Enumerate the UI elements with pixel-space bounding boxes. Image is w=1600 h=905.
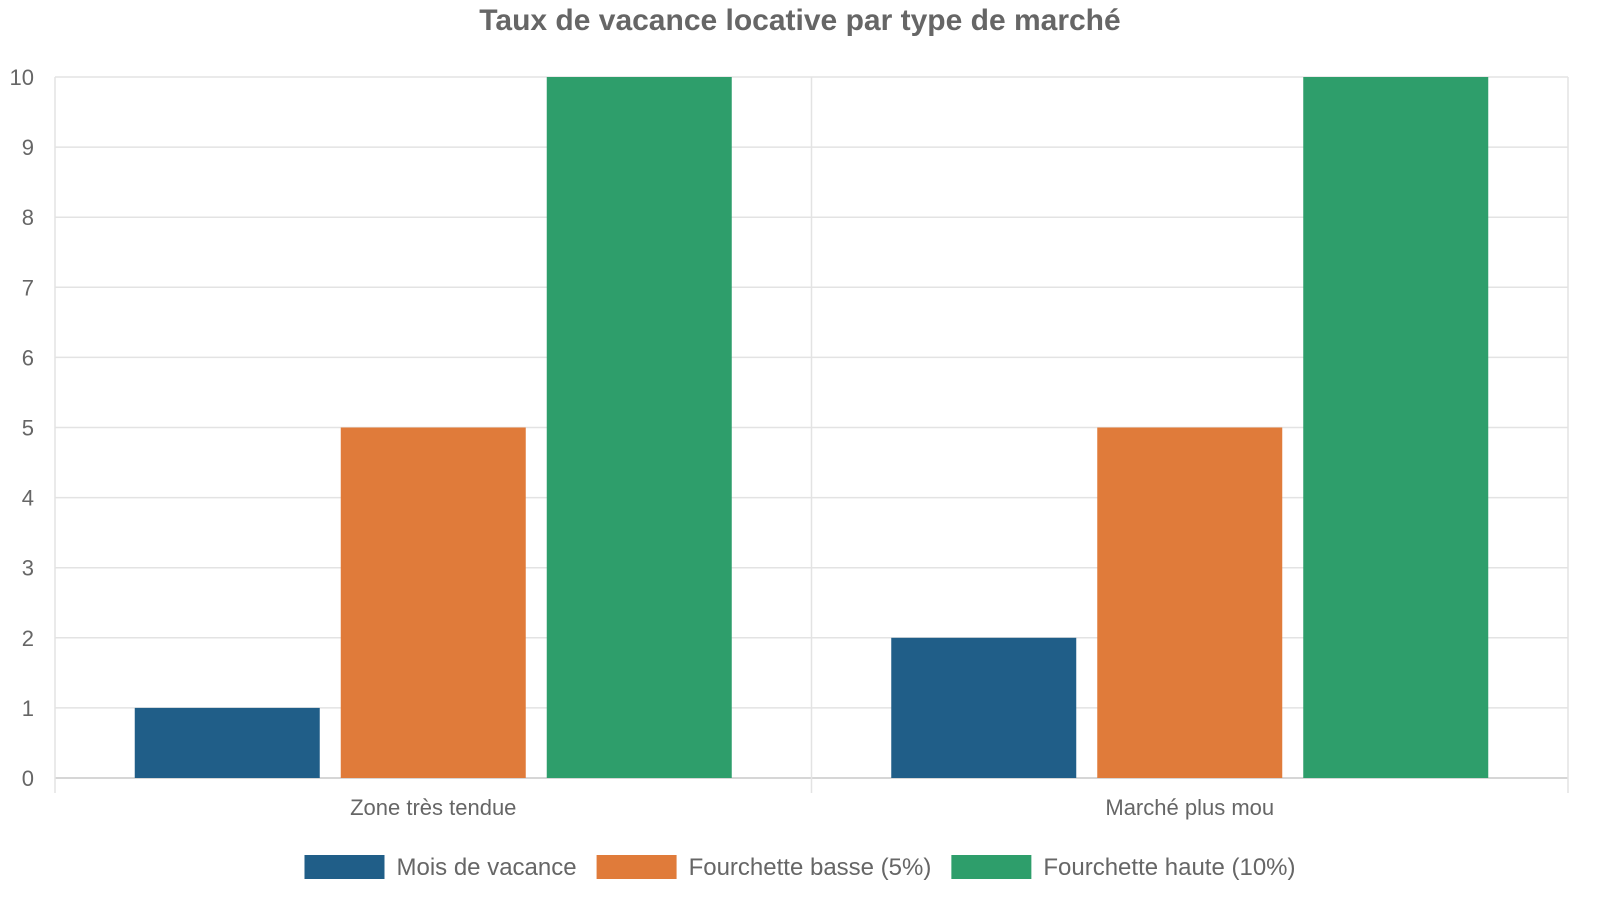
y-tick-label: 10 (10, 65, 34, 90)
y-tick-label: 3 (22, 556, 34, 581)
y-tick-label: 9 (22, 135, 34, 160)
y-tick-label: 1 (22, 696, 34, 721)
y-tick-label: 4 (22, 486, 34, 511)
y-tick-label: 0 (22, 766, 34, 791)
bars (134, 77, 1489, 779)
bar-1-1[interactable] (134, 707, 320, 778)
legend-label-2[interactable]: Fourchette basse (5%) (689, 854, 932, 881)
bar-2-1[interactable] (340, 427, 526, 779)
grid (54, 76, 1569, 793)
bar-2-2[interactable] (1097, 427, 1283, 779)
legend-label-1[interactable]: Mois de vacance (396, 854, 576, 881)
y-tick-label: 8 (22, 205, 34, 230)
chart-title: Taux de vacance locative par type de mar… (479, 4, 1120, 37)
x-tick-label: Marché plus mou (1105, 795, 1274, 820)
y-tick-label: 6 (22, 345, 34, 370)
y-tick-label: 5 (22, 416, 34, 441)
bar-3-1[interactable] (546, 77, 732, 778)
bar-1-2[interactable] (891, 637, 1077, 778)
legend-swatch-3[interactable] (951, 855, 1032, 879)
y-tick-label: 7 (22, 275, 34, 300)
legend-label-3[interactable]: Fourchette haute (10%) (1043, 854, 1295, 881)
axes: 0 1 2 3 4 5 6 7 8 9 10 Zone très tendue Marché plus … (10, 65, 1275, 820)
bar-3-2[interactable] (1303, 77, 1489, 778)
x-tick-label: Zone très tendue (350, 795, 516, 820)
legend: Mois de vacance Fourchette basse (5%) Four… (304, 854, 1296, 881)
y-tick-label: 2 (22, 626, 34, 651)
legend-swatch-2[interactable] (596, 855, 677, 879)
legend-swatch-1[interactable] (304, 855, 385, 879)
